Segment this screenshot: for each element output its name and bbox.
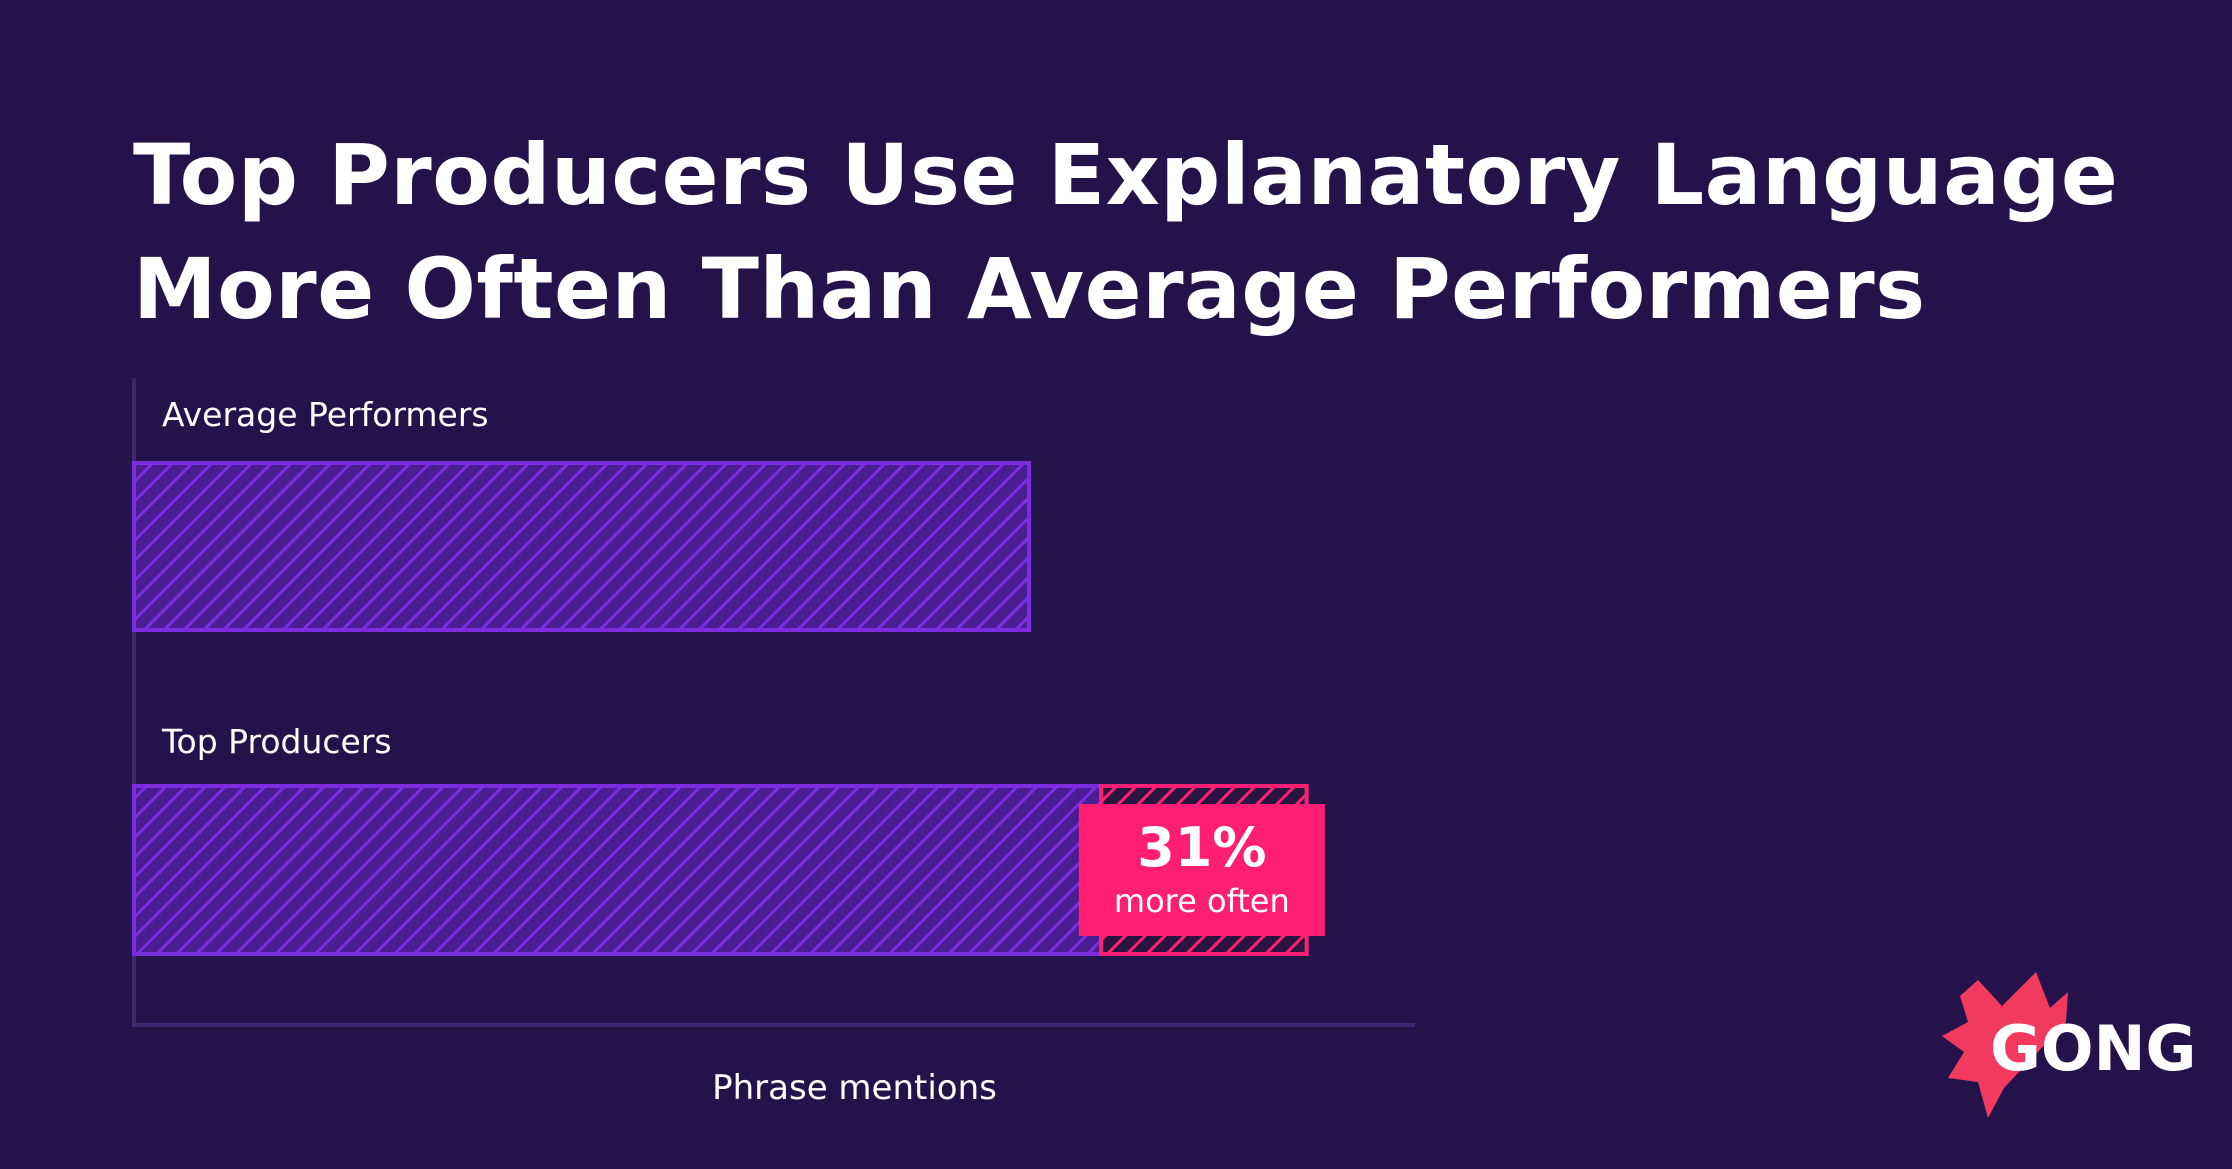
logo-text: GONG [1990,1012,2196,1085]
category-label-average-performers: Average Performers [162,395,489,434]
callout-badge [1078,804,1325,936]
chart-title: Top Producers Use Explanatory Language M… [133,118,2133,346]
bar-average-performers [132,461,1032,632]
x-axis-label: Phrase mentions [712,1068,997,1108]
chart-title-line-2: More Often Than Average Performers [133,240,1926,338]
gong-logo: GONG [1942,972,2196,1118]
bar-top-producers-base [132,784,1104,956]
chart-title-line-1: Top Producers Use Explanatory Language [133,126,2119,224]
callout-percentage: 31% [1137,816,1266,879]
logo-burst-icon [1942,972,2068,1118]
callout-text: more often [1114,882,1290,920]
category-label-top-producers: Top Producers [161,722,392,761]
